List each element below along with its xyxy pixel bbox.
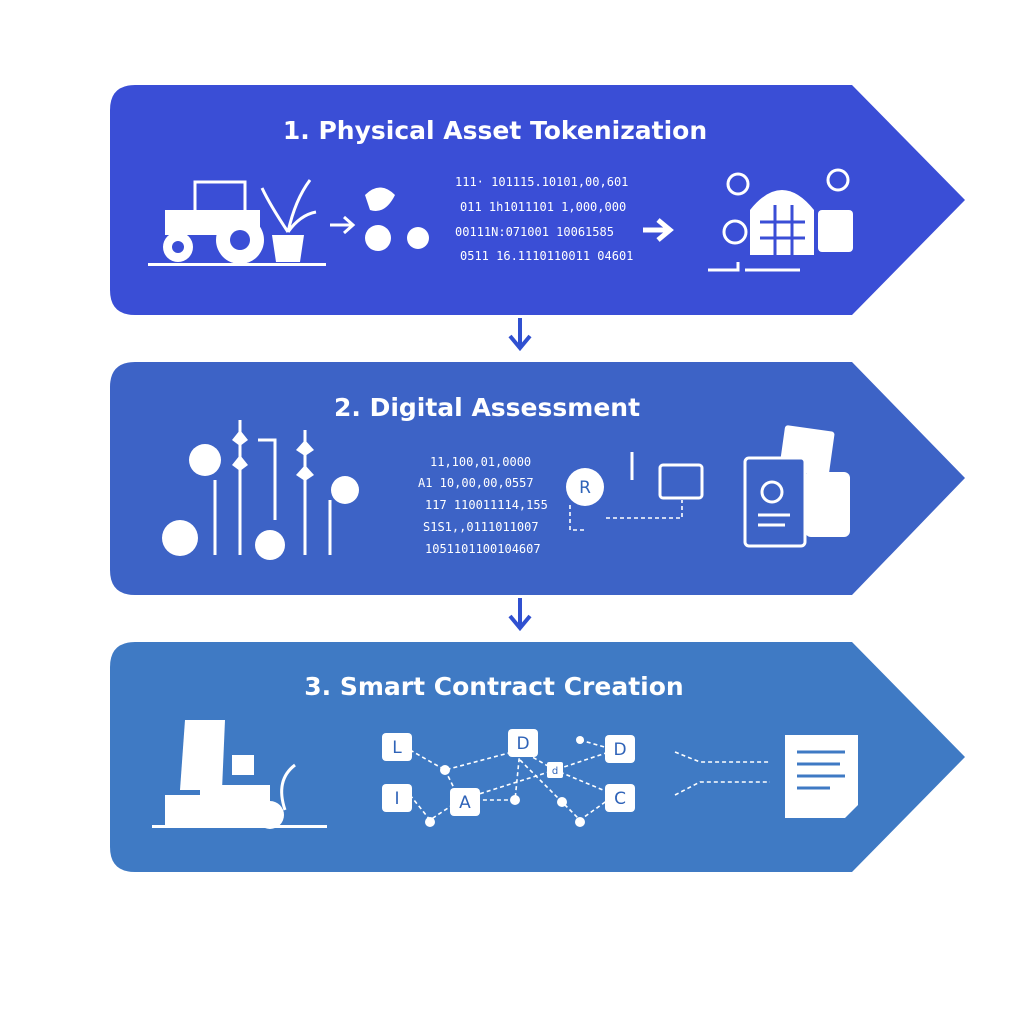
tractor-icon bbox=[148, 180, 326, 266]
document-icon bbox=[785, 735, 858, 818]
label: S1S1,,0111011007 bbox=[423, 520, 539, 534]
step-title: 1. Physical Asset Tokenization bbox=[283, 116, 707, 145]
step-title: 2. Digital Assessment bbox=[334, 393, 640, 422]
arrow bbox=[643, 218, 674, 242]
label: D bbox=[613, 740, 626, 760]
label: A bbox=[459, 793, 471, 813]
step-title: 3. Smart Contract Creation bbox=[304, 672, 683, 701]
node bbox=[566, 468, 604, 506]
greenhouse-icon bbox=[708, 168, 853, 272]
label: 011 1h1011101 1,000,000 bbox=[460, 200, 626, 214]
node-label: R bbox=[579, 478, 591, 498]
connector-arrow bbox=[508, 598, 532, 632]
step-panel bbox=[110, 85, 965, 315]
label: C bbox=[614, 789, 626, 809]
crop-icons bbox=[162, 420, 359, 560]
label: 11,100,01,0000 bbox=[430, 455, 531, 469]
plant-icon bbox=[260, 179, 317, 262]
label: L bbox=[392, 738, 402, 758]
connector bbox=[569, 500, 683, 531]
binary-code: 11,100,01,0000 A1 10,00,00,0557 117 1100… bbox=[418, 455, 548, 556]
label: D bbox=[516, 734, 529, 754]
label: d bbox=[552, 766, 558, 777]
connector-arrow bbox=[508, 318, 532, 352]
label: 0511 16.1110110011 04601 bbox=[460, 249, 633, 263]
arrow bbox=[330, 215, 356, 235]
device-icon bbox=[658, 463, 704, 500]
document-stack-icon bbox=[743, 425, 850, 548]
label: A1 10,00,00,0557 bbox=[418, 476, 534, 490]
label: 117 110011114,155 bbox=[425, 498, 548, 512]
contract-network: L D D I A C d bbox=[382, 729, 635, 827]
factory-icon bbox=[152, 720, 327, 829]
label: 111· 101115.10101,00,601 bbox=[455, 175, 628, 189]
label: I bbox=[394, 789, 399, 809]
fruit-icon bbox=[365, 187, 429, 251]
label: 1051101100104607 bbox=[425, 542, 541, 556]
binary-code: 111· 101115.10101,00,601 011 1h1011101 1… bbox=[455, 175, 633, 263]
step-panel bbox=[110, 642, 965, 872]
label: 00111N:071001 10061585 bbox=[455, 225, 614, 239]
connector bbox=[674, 751, 770, 796]
